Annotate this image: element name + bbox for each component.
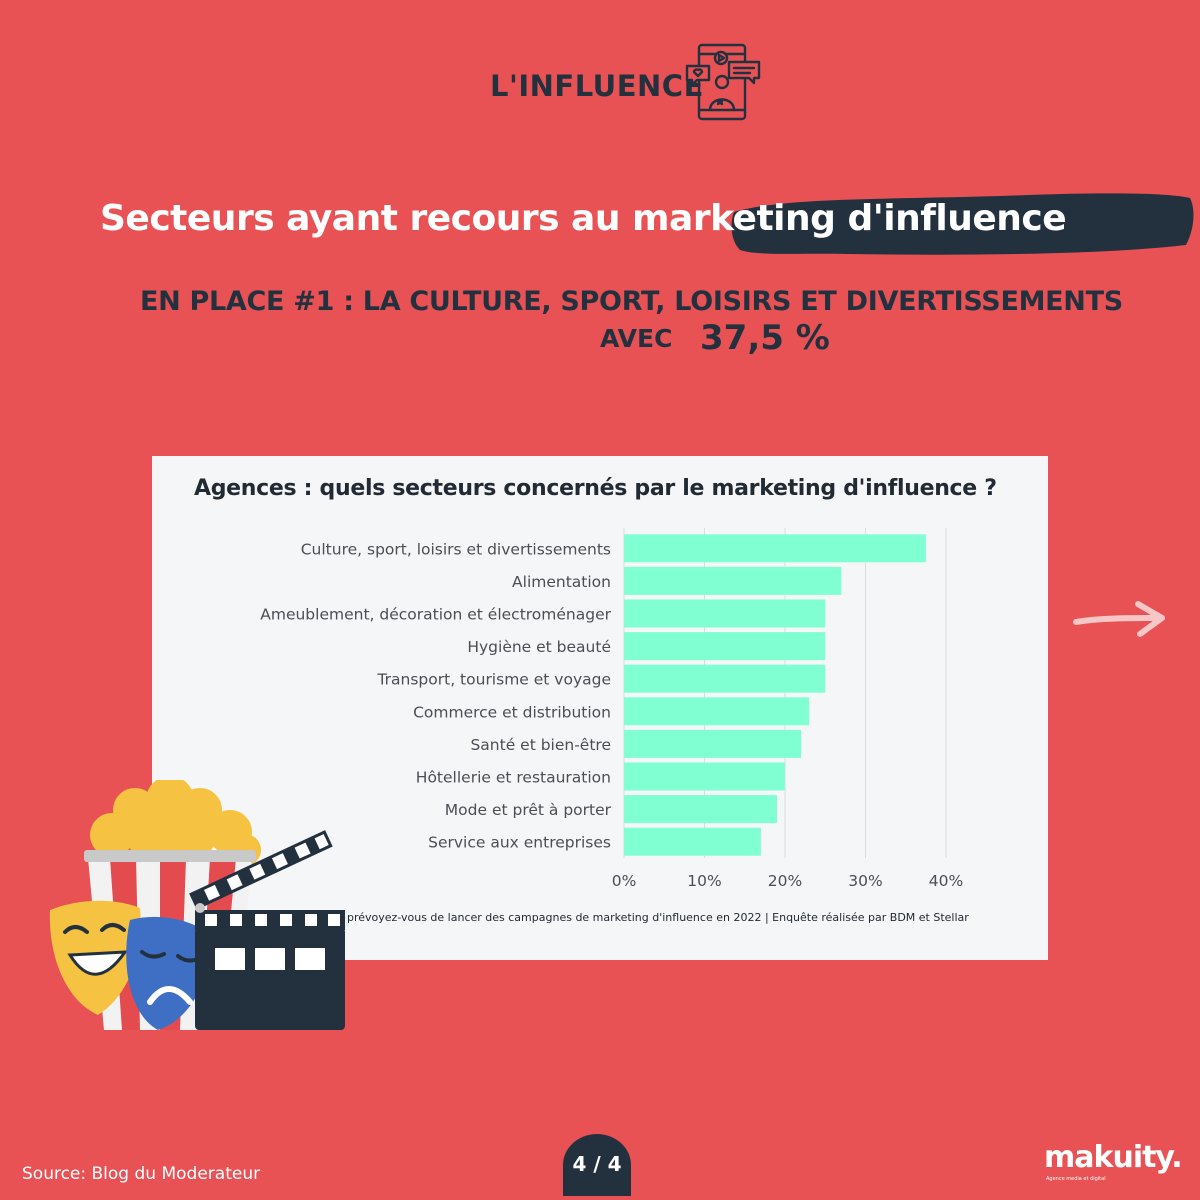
- bar: [624, 664, 826, 693]
- percentage-value: 37,5 %: [700, 318, 830, 358]
- category-label: Alimentation: [512, 573, 611, 591]
- rank-statement: EN PLACE #1 : LA CULTURE, SPORT, LOISIRS…: [140, 286, 1123, 317]
- category-label: Hygiène et beauté: [467, 638, 611, 656]
- category-label: Commerce et distribution: [413, 703, 611, 721]
- title-highlight-brush: [731, 193, 1194, 255]
- chart-card: Culture, sport, loisirs et divertissemen…: [152, 456, 1048, 960]
- bar: [624, 632, 826, 661]
- x-tick-label: 30%: [848, 872, 882, 890]
- bar: [624, 762, 785, 791]
- cinema-illustration: [49, 780, 345, 1030]
- brand-tagline: Agence media et digital: [1046, 1176, 1106, 1182]
- category-label: Mode et prêt à porter: [445, 801, 612, 819]
- x-tick-label: 20%: [768, 872, 802, 890]
- tragedy-mask-icon: [126, 916, 215, 1030]
- page-title: Secteurs ayant recours au marketing d'in…: [100, 198, 1067, 239]
- title-block: Secteurs ayant recours au marketing d'in…: [96, 190, 1194, 262]
- bar: [624, 599, 826, 628]
- category-label: Service aux entreprises: [428, 834, 611, 852]
- bar-chart: Culture, sport, loisirs et divertissemen…: [260, 528, 963, 890]
- category-label: Transport, tourisme et voyage: [376, 671, 611, 689]
- source-footer: Source: Blog du Moderateur: [22, 1164, 261, 1184]
- arrow-right-icon[interactable]: [1070, 598, 1170, 642]
- bar: [624, 729, 802, 758]
- x-tick-label: 40%: [929, 872, 963, 890]
- bar: [624, 566, 842, 595]
- x-tick-label: 10%: [687, 872, 721, 890]
- bar: [624, 795, 777, 824]
- category-label: Ameublement, décoration et électroménage…: [260, 606, 611, 624]
- comedy-mask-icon: [49, 900, 141, 1015]
- page-indicator: 4 / 4: [563, 1134, 631, 1196]
- clapperboard-icon: [189, 830, 345, 1030]
- avec-label: AVEC: [600, 324, 673, 353]
- category-label: Hôtellerie et restauration: [416, 769, 611, 787]
- influencer-phone-icon: [685, 43, 761, 121]
- x-tick-label: 0%: [612, 872, 637, 890]
- chart-source-note: prévoyez-vous de lancer des campagnes de…: [347, 911, 969, 924]
- bar: [624, 697, 810, 726]
- category-label: Culture, sport, loisirs et divertissemen…: [301, 540, 611, 558]
- chart-title: Agences : quels secteurs concernés par l…: [194, 476, 997, 501]
- brand-logo: makuity.: [1044, 1140, 1183, 1175]
- header-label: L'INFLUENCE: [490, 69, 704, 103]
- bar: [624, 827, 761, 856]
- bar: [624, 534, 926, 563]
- category-label: Santé et bien-être: [470, 736, 611, 754]
